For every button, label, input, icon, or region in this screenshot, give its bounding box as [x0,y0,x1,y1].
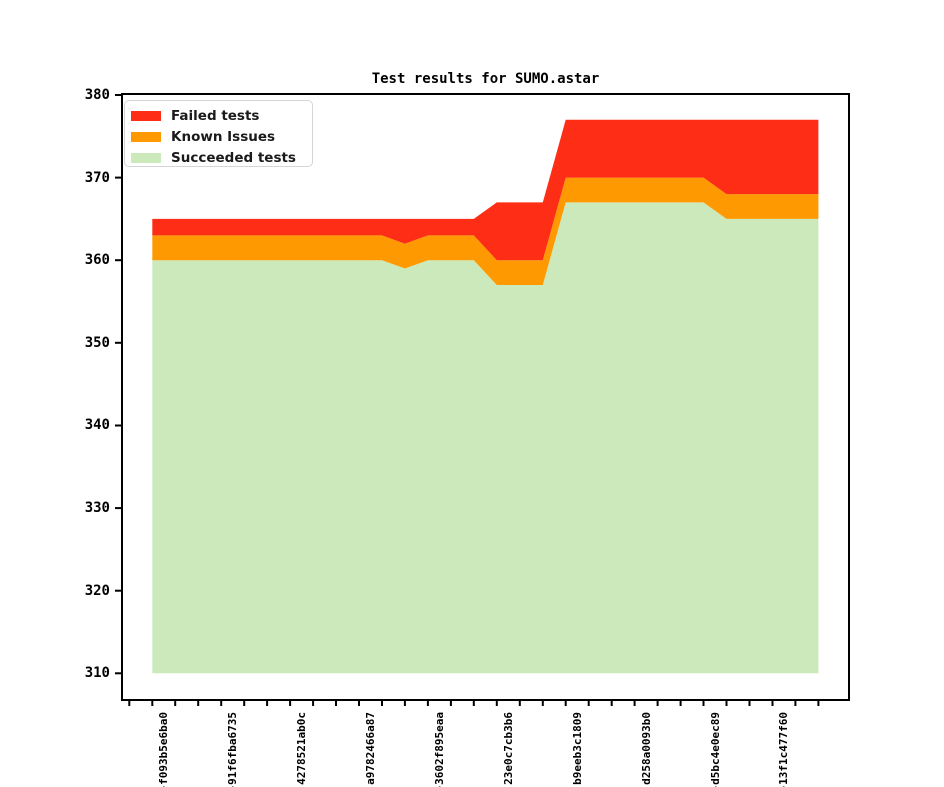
chart-title: Test results for SUMO.astar [371,71,600,87]
y-tick-label: 350 [84,334,110,351]
legend-swatch-failed-icon [131,111,161,121]
y-tick-label: 370 [84,169,110,186]
area-failed-tests [152,119,819,261]
x-tick-label-text: -13f1c477f60 [777,712,791,787]
area-known-issues [152,177,819,285]
y-tick-label: 340 [84,417,110,434]
legend-label-known-issues: Known Issues [171,129,276,145]
y-tick-label: 310 [84,665,110,682]
x-tick-label-text: -d5bc4e0ec89 [708,712,722,787]
x-tick-label-text: a9782466a87 [364,712,377,785]
x-tick-label-text: -f093b5e6ba0 [157,712,171,787]
area-succeeded-tests [152,202,819,674]
legend-label-failed: Failed tests [171,108,260,124]
x-tick-label-text: 4278521ab0c [295,712,309,785]
x-tick-label-text: d258a0093b0 [639,712,653,785]
legend-item-failed: Failed tests [131,108,312,124]
legend-swatch-succeeded-icon [131,153,161,163]
legend-item-succeeded: Succeeded tests [131,150,312,166]
y-tick-label: 330 [84,500,110,517]
legend-label-succeeded: Succeeded tests [171,150,296,166]
axes-frame [121,93,850,701]
x-tick-label-text: -91f6fba6735 [226,712,240,787]
x-tick-label-text: -3602f895eaa [432,712,446,787]
y-tick-label: 320 [84,582,110,599]
x-tick-label-text: b9eeb3c1809 [570,712,584,785]
y-tick-label: 380 [84,87,110,103]
legend-item-known-issues: Known Issues [131,129,312,145]
legend-swatch-known-issues-icon [131,132,161,142]
x-tick-label-text: 23e0c7cb3b6 [501,712,515,785]
legend: Failed tests Known Issues Succeeded test… [124,100,313,167]
y-tick-label: 360 [84,252,110,269]
